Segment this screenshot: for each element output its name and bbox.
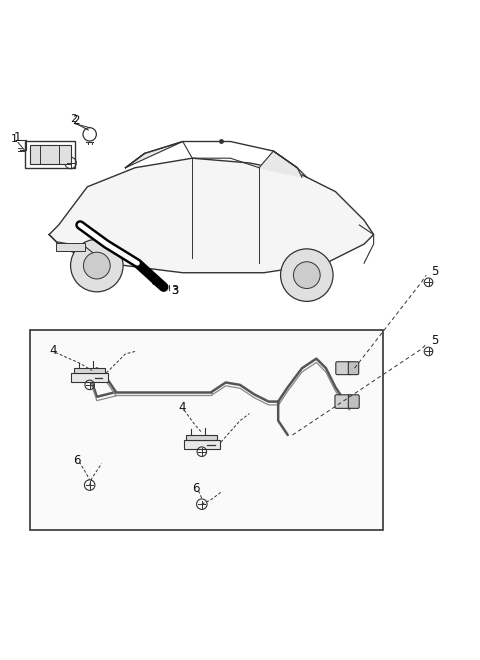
Text: 3: 3: [171, 284, 178, 297]
Bar: [30, 330, 383, 531]
Polygon shape: [125, 141, 183, 168]
Text: 1: 1: [13, 131, 21, 145]
Circle shape: [84, 252, 110, 279]
Bar: [25, 141, 75, 168]
Bar: [186, 435, 217, 440]
Circle shape: [293, 262, 320, 288]
Text: 4: 4: [49, 344, 57, 357]
Text: 6: 6: [73, 453, 81, 467]
Polygon shape: [49, 158, 373, 273]
Text: 3: 3: [171, 286, 178, 296]
Text: 1: 1: [11, 135, 18, 145]
Text: 6: 6: [192, 482, 200, 495]
Bar: [72, 374, 108, 382]
Text: 2: 2: [72, 114, 80, 127]
Text: 5: 5: [431, 265, 438, 278]
Bar: [30, 145, 71, 164]
FancyBboxPatch shape: [348, 362, 359, 375]
FancyBboxPatch shape: [336, 362, 351, 375]
Bar: [74, 368, 105, 374]
FancyBboxPatch shape: [335, 395, 351, 409]
Text: 2: 2: [71, 114, 78, 124]
Text: 4: 4: [178, 401, 185, 414]
Text: 5: 5: [431, 335, 438, 347]
Polygon shape: [259, 151, 302, 178]
Circle shape: [281, 249, 333, 302]
FancyBboxPatch shape: [348, 395, 359, 409]
Circle shape: [71, 240, 123, 292]
Bar: [183, 440, 220, 449]
Bar: [56, 243, 85, 251]
